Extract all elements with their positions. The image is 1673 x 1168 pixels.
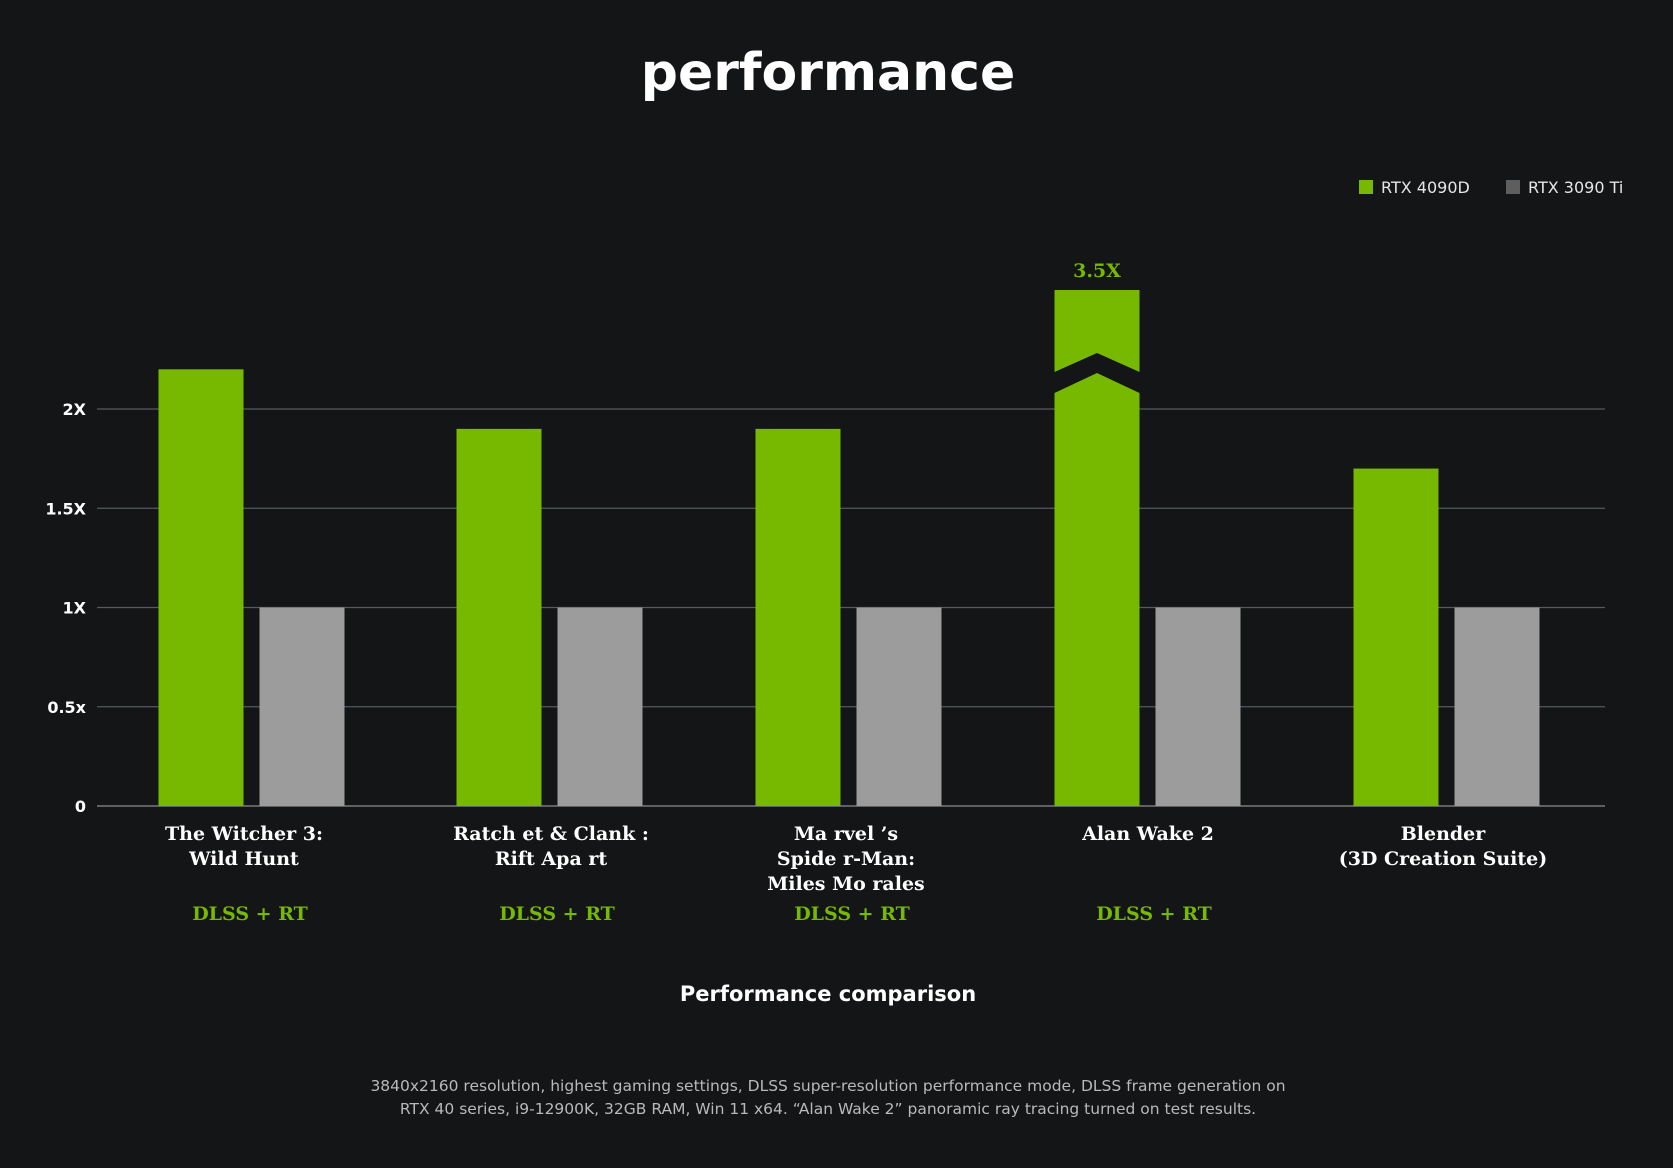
y-tick-label: 0: [75, 797, 86, 816]
category-label-line: The Witcher 3:: [165, 823, 323, 845]
category-tag: DLSS + RT: [1096, 903, 1212, 925]
bar-rtx4090d: [456, 428, 542, 806]
bar-value-annotation: 3.5X: [1073, 260, 1121, 282]
chart-title: performance: [641, 43, 1016, 103]
bars: [158, 290, 1540, 806]
annotations: 3.5X: [1073, 260, 1121, 282]
category-label-line: Wild Hunt: [188, 848, 299, 870]
category-label: Ma rvel ’s Spide r-Man: Miles Mo rales: [767, 823, 925, 895]
y-tick-label: 2X: [63, 400, 87, 419]
category-label: Ratch et & Clank : Rift Apa rt: [453, 823, 649, 870]
y-tick-label: 0.5x: [47, 698, 86, 717]
y-axis-ticks: 0 0.5x 1X 1.5X 2X: [45, 400, 86, 816]
category-label-line: Blender: [1401, 823, 1487, 845]
bar-rtx3090ti: [259, 607, 345, 806]
category-label: Alan Wake 2: [1081, 823, 1214, 845]
category-label: The Witcher 3: Wild Hunt: [165, 823, 323, 870]
legend-label: RTX 3090 Ti: [1528, 178, 1623, 197]
category-label-line: Spide r-Man:: [777, 848, 915, 870]
category-label-line: Ma rvel ’s: [794, 823, 898, 845]
bar-rtx4090d: [1353, 468, 1439, 806]
category-tag: DLSS + RT: [499, 903, 615, 925]
axis-break-mark: [1054, 353, 1140, 393]
category-label-line: Miles Mo rales: [767, 873, 925, 895]
bar-rtx3090ti: [856, 607, 942, 806]
category-tag: DLSS + RT: [794, 903, 910, 925]
category-label: Blender (3D Creation Suite): [1339, 823, 1548, 870]
footnote-line: 3840x2160 resolution, highest gaming set…: [370, 1077, 1285, 1095]
legend-swatch: [1359, 180, 1373, 194]
chart-subtitle: Performance comparison: [680, 982, 976, 1006]
footnote: 3840x2160 resolution, highest gaming set…: [370, 1077, 1285, 1118]
bar-rtx4090d: [755, 428, 841, 806]
legend: RTX 4090D RTX 3090 Ti: [1359, 178, 1623, 197]
legend-swatch: [1506, 180, 1520, 194]
category-label-line: Ratch et & Clank :: [453, 823, 649, 845]
legend-label: RTX 4090D: [1381, 178, 1470, 197]
bar-rtx3090ti: [1155, 607, 1241, 806]
category-label-line: Rift Apa rt: [495, 848, 608, 870]
bar-rtx4090d: [158, 369, 244, 806]
category-tag: DLSS + RT: [192, 903, 308, 925]
footnote-line: RTX 40 series, i9-12900K, 32GB RAM, Win …: [400, 1100, 1256, 1118]
category-tags: DLSS + RT DLSS + RT DLSS + RT DLSS + RT: [192, 903, 1212, 925]
y-tick-label: 1X: [63, 599, 87, 618]
category-label-line: (3D Creation Suite): [1339, 848, 1548, 870]
category-labels: The Witcher 3: Wild Hunt Ratch et & Clank …: [165, 823, 1547, 895]
y-tick-label: 1.5X: [45, 499, 86, 518]
category-label-line: Alan Wake 2: [1081, 823, 1214, 845]
bar-rtx3090ti: [1454, 607, 1540, 806]
bar-rtx3090ti: [557, 607, 643, 806]
